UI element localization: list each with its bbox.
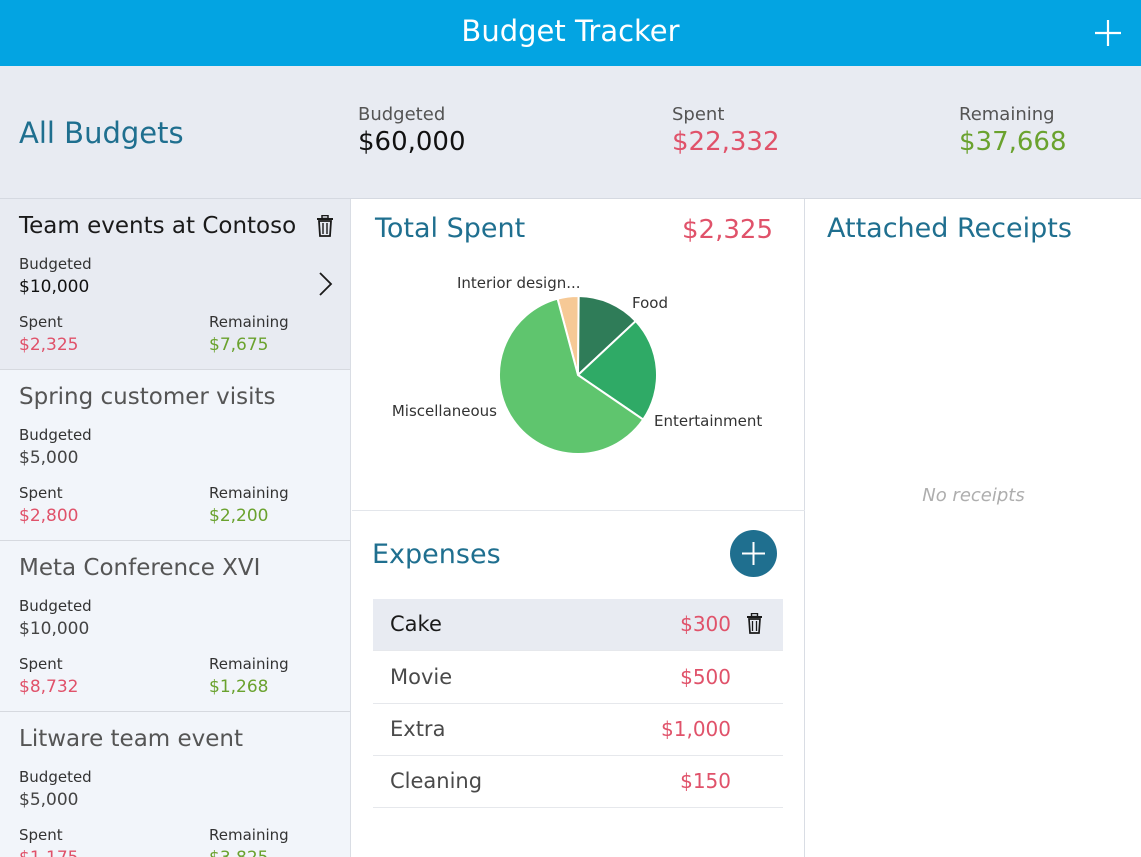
pie-slice [576, 319, 658, 421]
total-remaining: Remaining $37,668 [959, 104, 1067, 157]
expenses-title: Expenses [372, 539, 501, 570]
app-title: Budget Tracker [461, 14, 680, 48]
budget-card[interactable]: Team events at Contoso Budgeted $10,000 … [0, 199, 350, 370]
spent-label: Spent [19, 484, 63, 502]
receipts-panel: Attached Receipts No receipts [806, 199, 1141, 857]
spent-label: Spent [19, 826, 63, 844]
spending-pie-chart: Interior design... Food Entertainment Misce… [392, 274, 762, 455]
spent-value: $1,175 [19, 848, 78, 857]
expense-row[interactable]: Movie $500 [373, 652, 783, 704]
total-spent-summary: Spent $22,332 [672, 104, 780, 157]
remaining-label: Remaining [209, 484, 289, 502]
spent-value: $8,732 [19, 677, 79, 697]
plus-icon [742, 542, 765, 565]
pie-slice-label: Interior design... [457, 274, 581, 292]
pie-slice [498, 297, 645, 455]
remaining-value: $2,200 [209, 506, 269, 526]
section-divider [352, 510, 805, 511]
budgeted-label: Budgeted [19, 597, 92, 615]
expense-name: Extra [390, 717, 446, 741]
expense-amount: $1,000 [661, 717, 731, 741]
budget-name: Meta Conference XVI [19, 555, 261, 581]
total-spent-label: Spent [672, 104, 725, 125]
budget-card[interactable]: Meta Conference XVI Budgeted $10,000 Spe… [0, 541, 350, 712]
expense-name: Movie [390, 665, 453, 689]
trash-icon[interactable] [316, 215, 334, 237]
budgeted-label: Budgeted [19, 426, 92, 444]
total-remaining-value: $37,668 [959, 127, 1067, 157]
pie-slice [576, 294, 638, 378]
budgeted-value: $5,000 [19, 790, 79, 810]
expense-row[interactable]: Cleaning $150 [373, 756, 783, 808]
budgeted-value: $10,000 [19, 277, 90, 297]
pie-slice-label: Food [632, 294, 668, 312]
budget-name: Litware team event [19, 726, 244, 752]
pie-slice-label: Miscellaneous [392, 402, 497, 420]
budgeted-value: $10,000 [19, 619, 90, 639]
budget-name: Team events at Contoso [19, 213, 297, 239]
total-budgeted-value: $60,000 [358, 127, 466, 157]
total-spent-amount: $2,325 [682, 215, 773, 245]
expense-row[interactable]: Extra $1,000 [373, 704, 783, 756]
budgeted-value: $5,000 [19, 448, 79, 468]
attached-receipts-title: Attached Receipts [827, 213, 1072, 244]
pie-slice-label: Entertainment [654, 412, 762, 430]
expense-name: Cleaning [390, 769, 483, 793]
budget-card[interactable]: Spring customer visits Budgeted $5,000 S… [0, 370, 350, 541]
spent-value: $2,800 [19, 506, 79, 526]
budget-detail-panel: Total Spent $2,325 Interior design... Foo… [352, 199, 805, 857]
budget-summary: All Budgets Budgeted $60,000 Spent $22,3… [0, 66, 1141, 199]
total-remaining-label: Remaining [959, 104, 1055, 125]
expense-name: Cake [390, 612, 442, 636]
budget-name: Spring customer visits [19, 384, 276, 410]
add-expense-button[interactable] [730, 530, 777, 577]
expense-amount: $500 [680, 665, 731, 689]
total-budgeted-label: Budgeted [358, 104, 446, 125]
budget-list[interactable]: Team events at Contoso Budgeted $10,000 … [0, 199, 351, 857]
remaining-value: $3,825 [209, 848, 268, 857]
all-budgets-heading: All Budgets [19, 116, 184, 150]
trash-icon[interactable] [746, 613, 763, 634]
chevron-right-icon[interactable] [316, 271, 334, 297]
total-spent-title: Total Spent [375, 213, 526, 244]
expense-row[interactable]: Cake $300 [373, 599, 783, 651]
remaining-value: $1,268 [209, 677, 269, 697]
app-header: Budget Tracker [0, 0, 1141, 66]
spent-value: $2,325 [19, 335, 79, 355]
no-receipts-message: No receipts [922, 485, 1025, 506]
plus-icon [1095, 20, 1121, 46]
total-spent-value: $22,332 [672, 127, 780, 157]
remaining-label: Remaining [209, 826, 289, 844]
add-budget-button[interactable] [1091, 16, 1125, 50]
total-budgeted: Budgeted $60,000 [358, 104, 466, 157]
expense-amount: $300 [680, 612, 731, 636]
remaining-value: $7,675 [209, 335, 269, 355]
spent-label: Spent [19, 313, 63, 331]
remaining-label: Remaining [209, 655, 289, 673]
spent-label: Spent [19, 655, 63, 673]
budgeted-label: Budgeted [19, 255, 92, 273]
expense-amount: $150 [680, 769, 731, 793]
budget-card[interactable]: Litware team event Budgeted $5,000 Spent… [0, 712, 350, 857]
remaining-label: Remaining [209, 313, 289, 331]
budgeted-label: Budgeted [19, 768, 92, 786]
